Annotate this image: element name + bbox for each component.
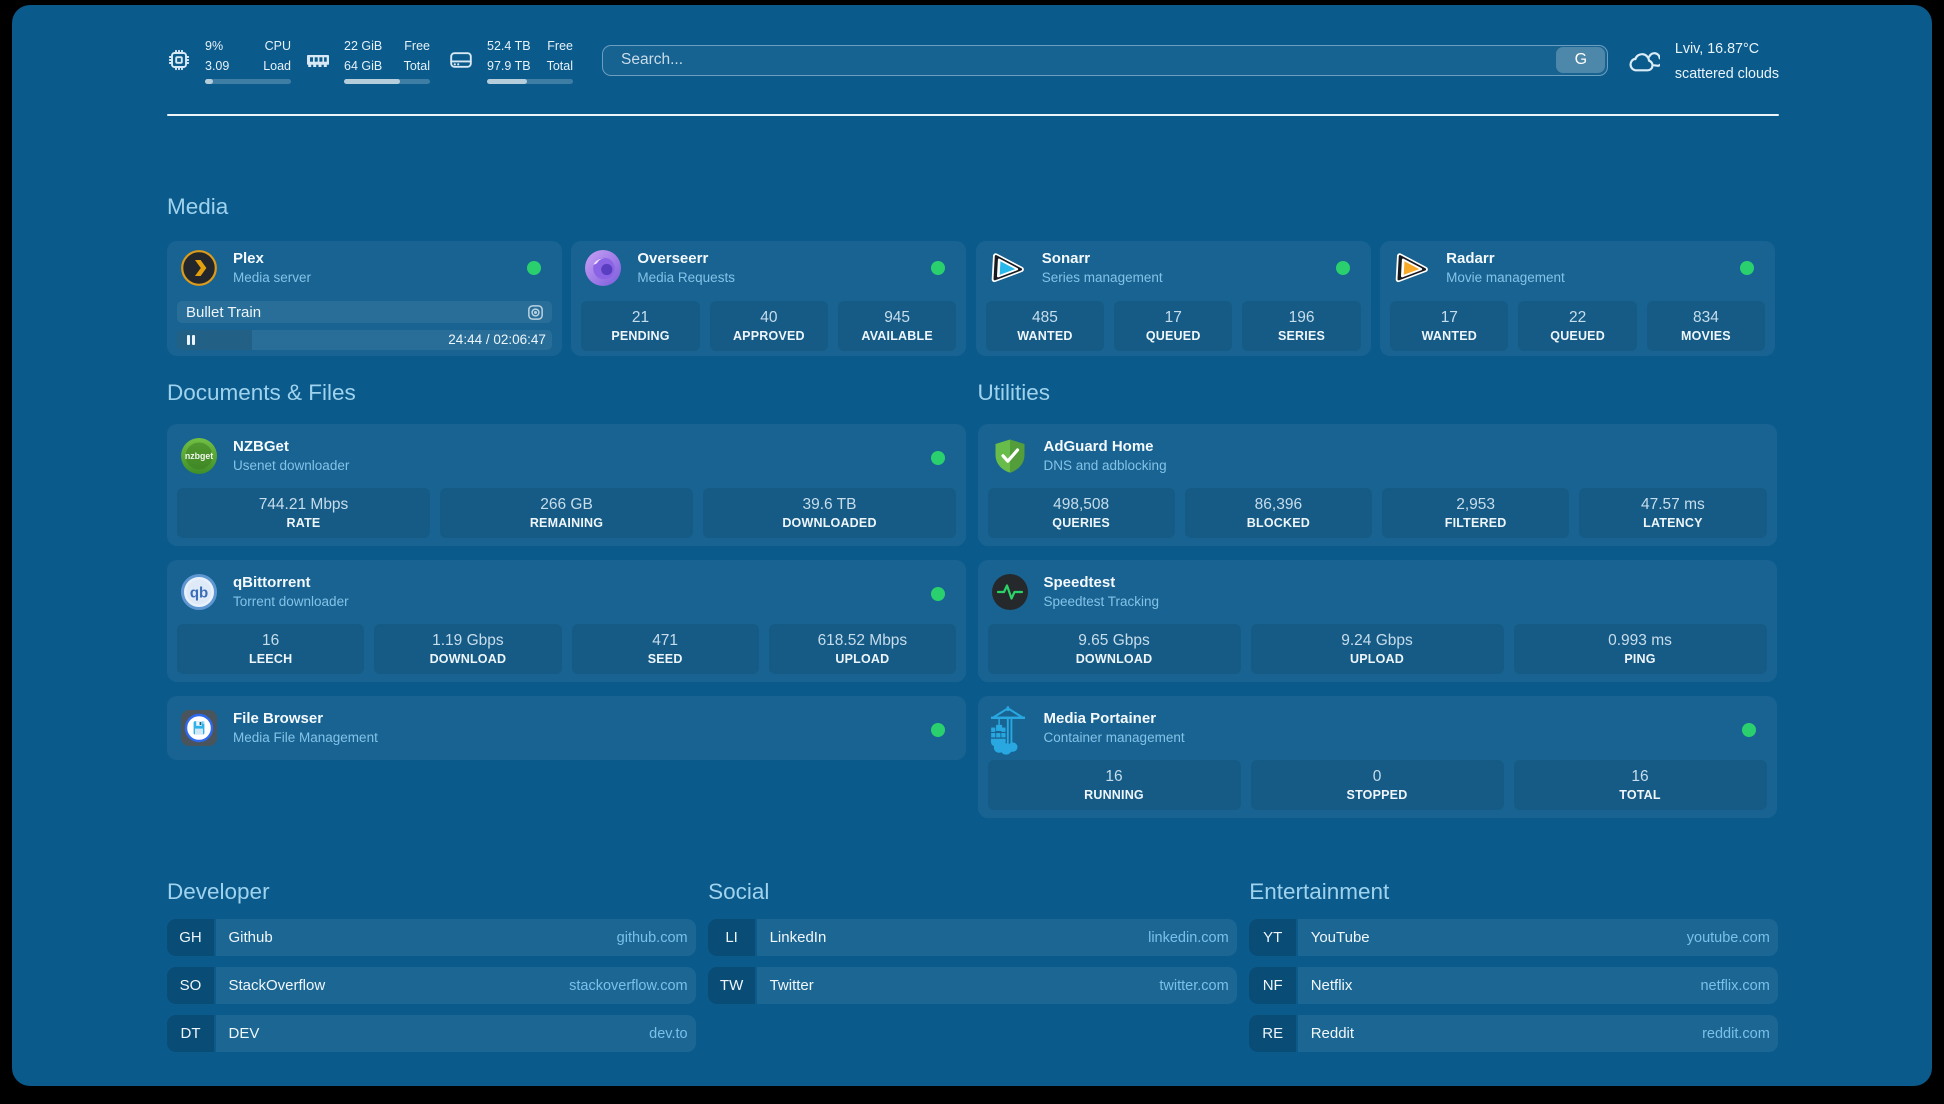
svg-text:qb: qb <box>190 585 208 602</box>
svg-text:nzbget: nzbget <box>185 451 213 461</box>
